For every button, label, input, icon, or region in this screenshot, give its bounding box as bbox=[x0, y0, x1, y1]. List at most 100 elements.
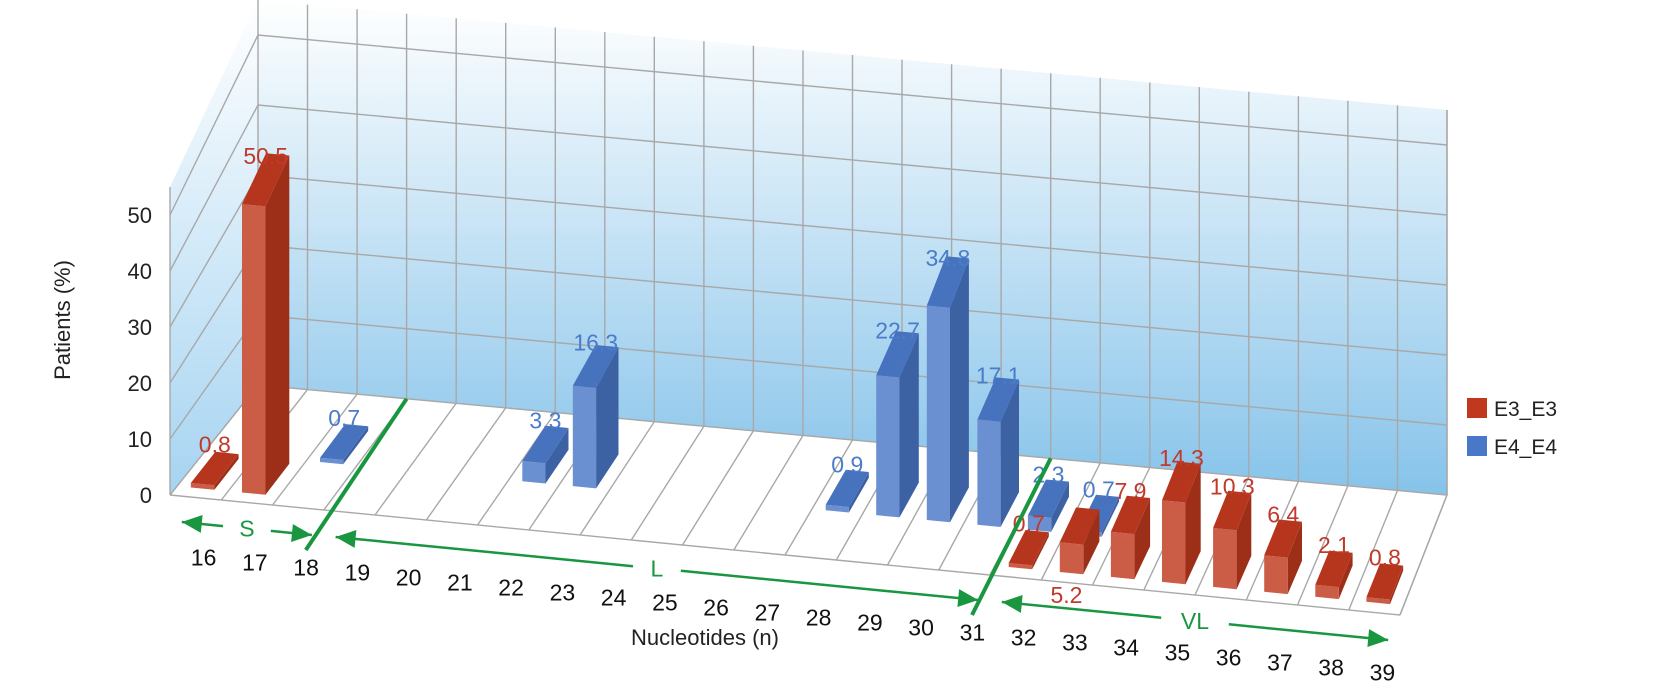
chart-data-labels: 0.7 3.316.30.922.734.817.12.30.70.850.50.… bbox=[199, 143, 1401, 608]
bar-e4-e4 bbox=[977, 377, 1019, 527]
region-arrow-line bbox=[680, 569, 979, 602]
x-tick-label: 24 bbox=[601, 585, 627, 611]
y-tick-label: 10 bbox=[128, 427, 152, 452]
data-label: 17.1 bbox=[976, 363, 1021, 389]
chart-walls bbox=[170, 0, 1447, 615]
x-tick-label: 16 bbox=[191, 545, 217, 571]
floor-front-edge bbox=[169, 494, 1401, 616]
x-tick-label: 26 bbox=[703, 595, 729, 621]
chart-legend: E3_E3 E4_E4 bbox=[1467, 398, 1557, 459]
bar-side-face bbox=[1051, 481, 1069, 532]
y-tick-label: 20 bbox=[128, 371, 152, 396]
bar-e4-e4 bbox=[522, 425, 569, 484]
bar-top-face bbox=[190, 451, 239, 486]
bar-e4-e4 bbox=[572, 345, 619, 489]
bar-e3-e3 bbox=[1213, 490, 1252, 590]
bar-front-face bbox=[876, 375, 900, 518]
region-arrow-line bbox=[1228, 623, 1389, 642]
bar-top-face bbox=[977, 377, 1019, 422]
bar-front-face bbox=[1059, 542, 1084, 575]
region-arrow-head bbox=[335, 530, 357, 548]
bar-e4-e4 bbox=[926, 256, 969, 523]
bar-front-face bbox=[1213, 528, 1237, 590]
bar-front-face bbox=[522, 461, 546, 484]
bar-e3-e3 bbox=[1110, 495, 1151, 580]
right-edge bbox=[1399, 110, 1448, 616]
bar-e4-e4 bbox=[320, 424, 369, 465]
bar-side-face bbox=[1338, 552, 1353, 600]
data-label: 0.9 bbox=[831, 451, 863, 477]
x-tick-label: 35 bbox=[1165, 640, 1191, 666]
bar-e3-e3 bbox=[242, 153, 290, 495]
region-arrow-head bbox=[1001, 595, 1023, 613]
data-label: 3.3 bbox=[529, 408, 561, 434]
region-arrow-line bbox=[335, 535, 634, 568]
x-tick-label: 32 bbox=[1011, 625, 1037, 651]
legend-swatch bbox=[1467, 398, 1487, 418]
bar-side-face bbox=[343, 426, 369, 465]
chart-regions: S L VL bbox=[181, 397, 1389, 647]
bar-top-face bbox=[242, 153, 290, 207]
bar-top-face bbox=[1008, 530, 1049, 566]
grid-line-horizontal bbox=[169, 104, 1448, 272]
data-label: 10.3 bbox=[1210, 474, 1255, 500]
bar-front-face bbox=[926, 305, 950, 523]
bar-e4-e4 bbox=[876, 331, 919, 518]
legend-entry: E4_E4 bbox=[1494, 436, 1557, 459]
bar-front-face bbox=[825, 504, 849, 513]
data-label: 0.8 bbox=[199, 432, 231, 458]
region-label: L bbox=[651, 556, 664, 582]
bar-side-face bbox=[848, 472, 869, 513]
bar-side-face bbox=[950, 258, 969, 523]
region-arrow-head bbox=[1367, 629, 1389, 647]
bar-top-face bbox=[572, 345, 619, 388]
x-tick-label: 23 bbox=[550, 580, 576, 606]
x-tick-label: 31 bbox=[960, 620, 986, 646]
x-tick-label: 27 bbox=[755, 600, 781, 626]
bar-e3-e3 bbox=[1008, 530, 1049, 570]
x-tick-label: 19 bbox=[345, 560, 371, 586]
bar-side-face bbox=[1032, 532, 1049, 570]
bar-side-face bbox=[1101, 496, 1120, 537]
bar-front-face bbox=[190, 483, 215, 490]
data-label: 0.7 bbox=[328, 405, 360, 431]
data-label: 5.2 bbox=[1051, 582, 1083, 608]
bar-top-face bbox=[1110, 495, 1151, 535]
x-tick-label: 37 bbox=[1267, 650, 1293, 676]
data-label: 6.4 bbox=[1267, 502, 1299, 528]
x-tick-label: 29 bbox=[857, 610, 883, 636]
region-arrow-head bbox=[291, 524, 312, 542]
bar-e3-e3 bbox=[190, 451, 239, 490]
data-label: 34.8 bbox=[926, 245, 971, 271]
data-label: 0.8 bbox=[1369, 544, 1401, 570]
grid-line-horizontal bbox=[169, 34, 1448, 216]
bar-top-face bbox=[320, 424, 369, 460]
bar-front-face bbox=[1110, 531, 1135, 580]
x-tick-label: 25 bbox=[652, 590, 678, 616]
bar-side-face bbox=[1083, 509, 1100, 575]
y-tick-label: 50 bbox=[128, 203, 152, 228]
data-label: 7.9 bbox=[1115, 478, 1147, 504]
bar-e3-e3 bbox=[1059, 507, 1100, 575]
bar-top-face bbox=[1027, 479, 1069, 518]
bar-front-face bbox=[1162, 500, 1186, 585]
bar-side-face bbox=[1287, 521, 1302, 595]
bar-side-face bbox=[596, 347, 619, 489]
bar-front-face bbox=[1366, 597, 1390, 605]
bar-side-face bbox=[1390, 565, 1404, 605]
x-tick-label: 34 bbox=[1113, 635, 1139, 661]
bar-side-face bbox=[214, 454, 239, 490]
bar-top-face bbox=[1315, 550, 1353, 588]
region-arrow-head bbox=[957, 589, 979, 607]
y-tick-label: 30 bbox=[128, 315, 152, 340]
x-tick-label: 36 bbox=[1216, 645, 1242, 671]
bar-e3-e3 bbox=[1315, 550, 1353, 600]
data-label: 50.5 bbox=[243, 143, 288, 169]
chart-bars bbox=[190, 153, 1404, 605]
bar-top-face bbox=[876, 331, 919, 378]
bar-e4-e4 bbox=[825, 469, 869, 513]
bar-e3-e3 bbox=[1366, 563, 1404, 605]
data-label: 0.7 bbox=[1083, 477, 1115, 503]
data-label: 2.1 bbox=[1318, 532, 1350, 558]
